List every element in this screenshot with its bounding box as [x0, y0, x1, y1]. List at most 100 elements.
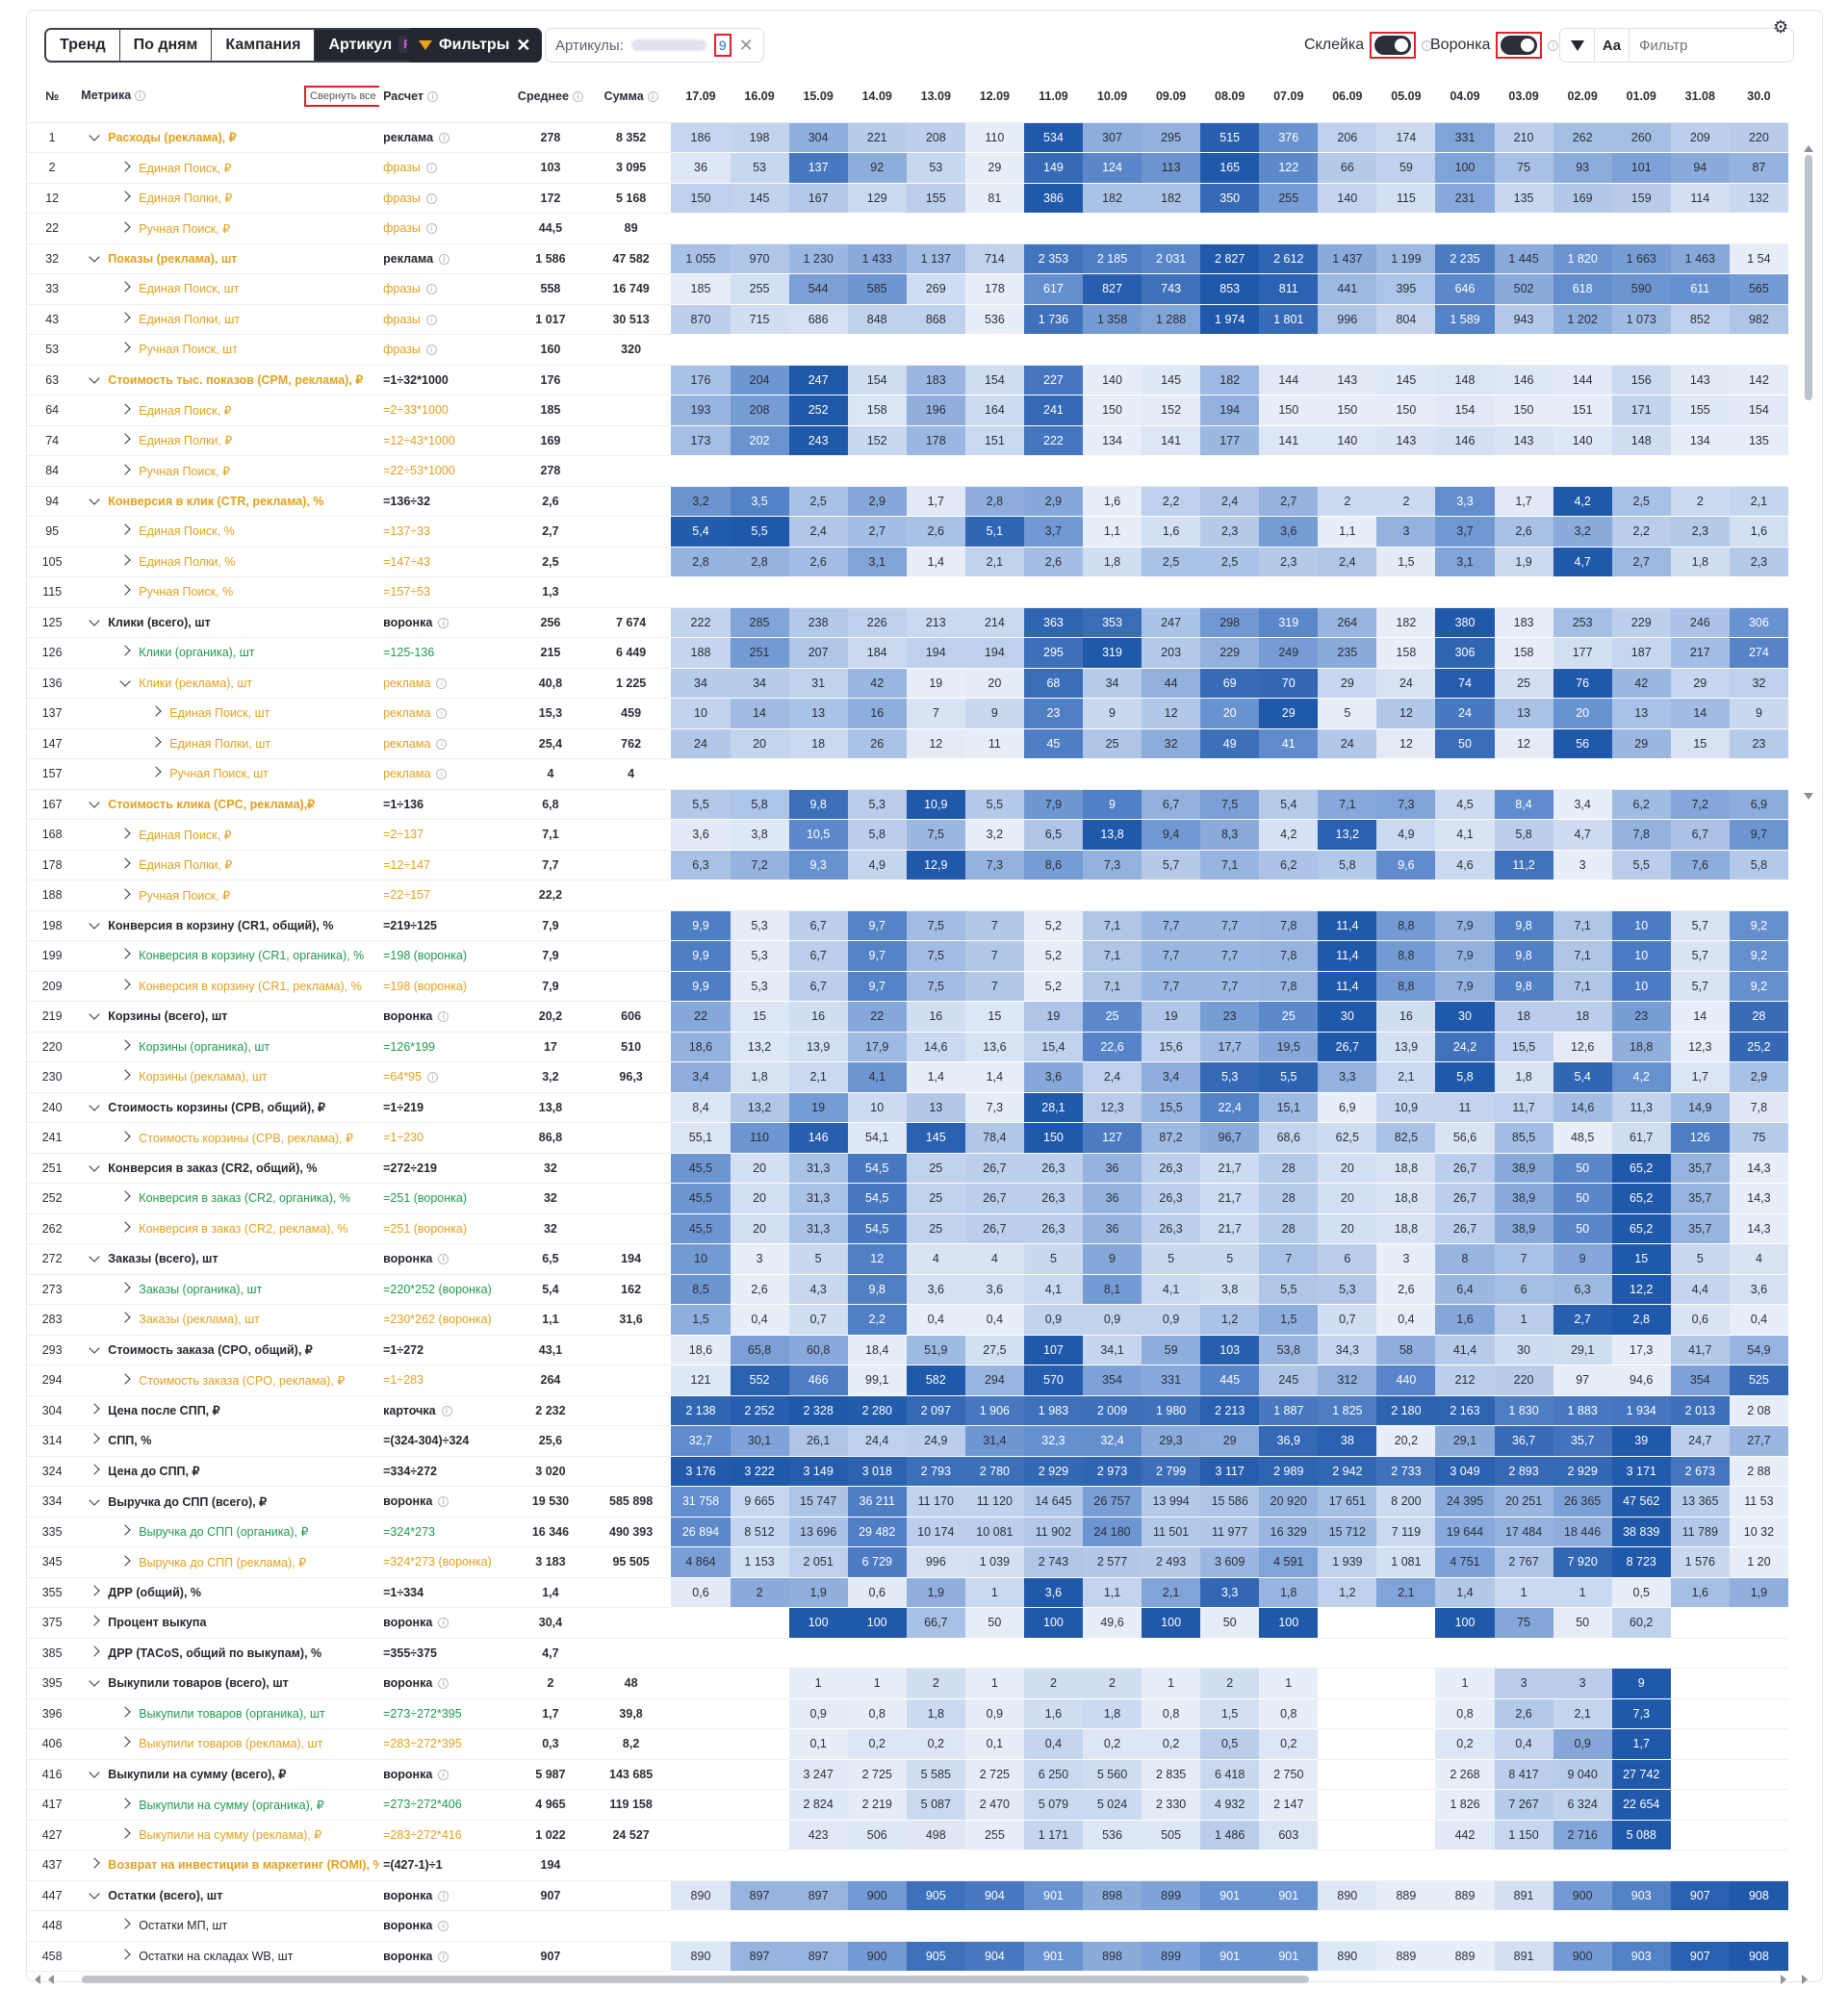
clear-articles-icon[interactable]: ✕: [738, 35, 754, 55]
table-row[interactable]: 74 Единая Полки, ₽ =12÷43*1000 169 173 202 243…: [27, 425, 1788, 456]
table-row[interactable]: 219 Корзины (всего), шт воронка i 20,2 606 22 1…: [27, 1001, 1788, 1033]
metric-cell[interactable]: Заказы (всего), шт: [77, 1243, 380, 1275]
col-date[interactable]: 16.09: [730, 70, 789, 123]
metric-cell[interactable]: Заказы (органика), шт: [77, 1274, 380, 1305]
chevron-right-icon[interactable]: [89, 1857, 100, 1869]
metric-cell[interactable]: Выкупили на сумму (реклама), ₽: [77, 1820, 380, 1850]
chevron-down-icon[interactable]: [89, 797, 100, 808]
chevron-right-icon[interactable]: [119, 1555, 131, 1567]
table-row[interactable]: 406 Выкупили товаров (реклама), шт =283÷27…: [27, 1728, 1788, 1760]
chevron-right-icon[interactable]: [89, 1433, 100, 1444]
metric-cell[interactable]: Единая Полки, ₽: [77, 425, 380, 456]
metric-cell[interactable]: Остатки на складах WB, шт: [77, 1941, 380, 1972]
table-row[interactable]: 115 Ручная Поиск, % =157÷53 1,3: [27, 576, 1788, 608]
metric-cell[interactable]: Остатки (всего), шт: [77, 1879, 380, 1911]
table-row[interactable]: 22 Ручная Поиск, ₽ фразы i 44,5 89: [27, 213, 1788, 244]
chevron-down-icon[interactable]: [89, 372, 100, 384]
table-row[interactable]: 355 ДРР (общий), % =1÷334 1,4 0,6 2 1,9 0,6 1,9 1…: [27, 1576, 1788, 1608]
col-num[interactable]: №: [27, 70, 78, 123]
chevron-down-icon[interactable]: [89, 1494, 100, 1506]
table-row[interactable]: 417 Выкупили на сумму (органика), ₽ =273÷2…: [27, 1789, 1788, 1821]
filter-input[interactable]: [1630, 29, 1793, 62]
chevron-down-icon[interactable]: [89, 130, 100, 141]
table-row[interactable]: 240 Стоимость корзины (CPB, общий), ₽ =1÷2…: [27, 1091, 1788, 1123]
chevron-right-icon[interactable]: [119, 1221, 131, 1233]
table-row[interactable]: 53 Ручная Поиск, шт фразы i 160 320: [27, 334, 1788, 366]
col-date[interactable]: 12.09: [964, 70, 1024, 123]
col-sum[interactable]: Сумма i: [590, 70, 672, 123]
tab-campaign[interactable]: Кампания: [212, 30, 316, 61]
tab-trend[interactable]: Тренд: [46, 30, 120, 61]
metric-cell[interactable]: Выкупили на сумму (всего), ₽: [77, 1758, 380, 1790]
chevron-right-icon[interactable]: [119, 888, 131, 900]
col-calc[interactable]: Расчет i: [379, 70, 511, 123]
table-row[interactable]: 209 Конверсия в корзину (CR1, реклама), %…: [27, 971, 1788, 1002]
chevron-right-icon[interactable]: [150, 736, 162, 748]
scroll-up-icon[interactable]: [1804, 145, 1813, 152]
col-date[interactable]: 11.09: [1023, 70, 1083, 123]
table-row[interactable]: 147 Единая Полки, шт реклама i 25,4 762 24 20 18…: [27, 728, 1788, 759]
col-date[interactable]: 08.09: [1200, 70, 1260, 123]
table-row[interactable]: 458 Остатки на складах WB, шт воронка i 907 8…: [27, 1941, 1788, 1972]
close-icon[interactable]: ✕: [516, 36, 531, 55]
metric-cell[interactable]: Ручная Поиск, ₽: [77, 880, 380, 911]
metric-cell[interactable]: Возврат на инвестиции в маркетинг (ROMI)…: [77, 1850, 380, 1881]
chevron-down-icon[interactable]: [89, 1251, 100, 1263]
table-row[interactable]: 294 Стоимость заказа (CPO, реклама), ₽ =1÷…: [27, 1365, 1788, 1396]
chevron-right-icon[interactable]: [119, 645, 131, 656]
col-date[interactable]: 04.09: [1435, 70, 1495, 123]
metric-cell[interactable]: Ручная Поиск, шт: [77, 334, 380, 366]
scroll-down-icon[interactable]: [1804, 793, 1813, 800]
metric-cell[interactable]: Ручная Поиск, шт: [77, 758, 380, 790]
chevron-right-icon[interactable]: [119, 828, 131, 839]
col-avg[interactable]: Среднее i: [510, 70, 591, 123]
table-row[interactable]: 241 Стоимость корзины (CPB, реклама), ₽ =1…: [27, 1122, 1788, 1154]
articles-chip[interactable]: Артикулы: 9 ✕: [545, 28, 764, 63]
table-row[interactable]: 137 Единая Поиск, шт реклама i 15,3 459 10 14 13…: [27, 698, 1788, 729]
table-row[interactable]: 293 Стоимость заказа (CPO, общий), ₽ =1÷27…: [27, 1334, 1788, 1365]
chevron-right-icon[interactable]: [89, 1615, 100, 1626]
table-row[interactable]: 283 Заказы (реклама), шт =230*262 (воронка…: [27, 1304, 1788, 1336]
metric-cell[interactable]: Остатки МП, шт: [77, 1910, 380, 1942]
table-row[interactable]: 335 Выручка до СПП (органика), ₽ =324*273 1…: [27, 1517, 1788, 1547]
metric-cell[interactable]: Единая Полки, шт: [77, 728, 380, 759]
metric-cell[interactable]: Заказы (реклама), шт: [77, 1304, 380, 1336]
metric-cell[interactable]: Корзины (реклама), шт: [77, 1061, 380, 1093]
metric-cell[interactable]: Стоимость тыс. показов (CPM, реклама), ₽: [77, 364, 380, 395]
metric-cell[interactable]: Выкупили товаров (всего), шт: [77, 1668, 380, 1699]
metric-cell[interactable]: Процент выкупа: [77, 1607, 380, 1639]
table-row[interactable]: 251 Конверсия в заказ (CR2, общий), % =272…: [27, 1152, 1788, 1184]
col-metric[interactable]: Метрика i Свернуть все: [77, 70, 380, 123]
table-row[interactable]: 447 Остатки (всего), шт воронка i 907 890 897 8…: [27, 1879, 1788, 1911]
table-row[interactable]: 33 Единая Поиск, шт фразы i 558 16 749 185 255 5…: [27, 273, 1788, 305]
chevron-right-icon[interactable]: [150, 766, 162, 778]
table-row[interactable]: 314 СПП, % =(324-304)÷324 25,6 32,7 30,1 26,1 2…: [27, 1425, 1788, 1457]
table-row[interactable]: 448 Остатки МП, шт воронка i: [27, 1910, 1788, 1942]
skleyka-toggle[interactable]: [1374, 36, 1412, 55]
chevron-right-icon[interactable]: [119, 1918, 131, 1929]
table-row[interactable]: 437 Возврат на инвестиции в маркетинг (RO…: [27, 1850, 1788, 1881]
chevron-right-icon[interactable]: [89, 1585, 100, 1596]
chevron-down-icon[interactable]: [89, 1767, 100, 1778]
table-row[interactable]: 178 Единая Полки, ₽ =12÷147 7,7 6,3 7,2 9,3 4,9…: [27, 850, 1788, 880]
chevron-right-icon[interactable]: [119, 1798, 131, 1809]
col-date[interactable]: 05.09: [1376, 70, 1436, 123]
metric-cell[interactable]: Конверсия в корзину (CR1, реклама), %: [77, 971, 380, 1002]
chevron-down-icon[interactable]: [89, 1888, 100, 1900]
metric-cell[interactable]: Единая Поиск, шт: [77, 273, 380, 305]
chevron-right-icon[interactable]: [119, 1312, 131, 1323]
metric-cell[interactable]: Стоимость заказа (CPO, реклама), ₽: [77, 1365, 380, 1396]
col-date[interactable]: 13.09: [906, 70, 965, 123]
chevron-down-icon[interactable]: [89, 1008, 100, 1020]
chevron-right-icon[interactable]: [119, 979, 131, 990]
metric-cell[interactable]: Выкупили товаров (реклама), шт: [77, 1728, 380, 1760]
match-case-button[interactable]: Aa: [1595, 29, 1630, 62]
table-row[interactable]: 64 Единая Поиск, ₽ =2÷33*1000 185 193 208 252 1…: [27, 395, 1788, 426]
chevron-right-icon[interactable]: [119, 312, 131, 323]
metric-cell[interactable]: СПП, %: [77, 1425, 380, 1457]
metric-cell[interactable]: Выкупили товаров (органика), шт: [77, 1698, 380, 1729]
table-row[interactable]: 345 Выручка до СПП (реклама), ₽ =324*273 (…: [27, 1546, 1788, 1578]
chevron-right-icon[interactable]: [119, 1827, 131, 1839]
tab-by-days[interactable]: По дням: [119, 30, 213, 61]
chevron-right-icon[interactable]: [119, 403, 131, 415]
